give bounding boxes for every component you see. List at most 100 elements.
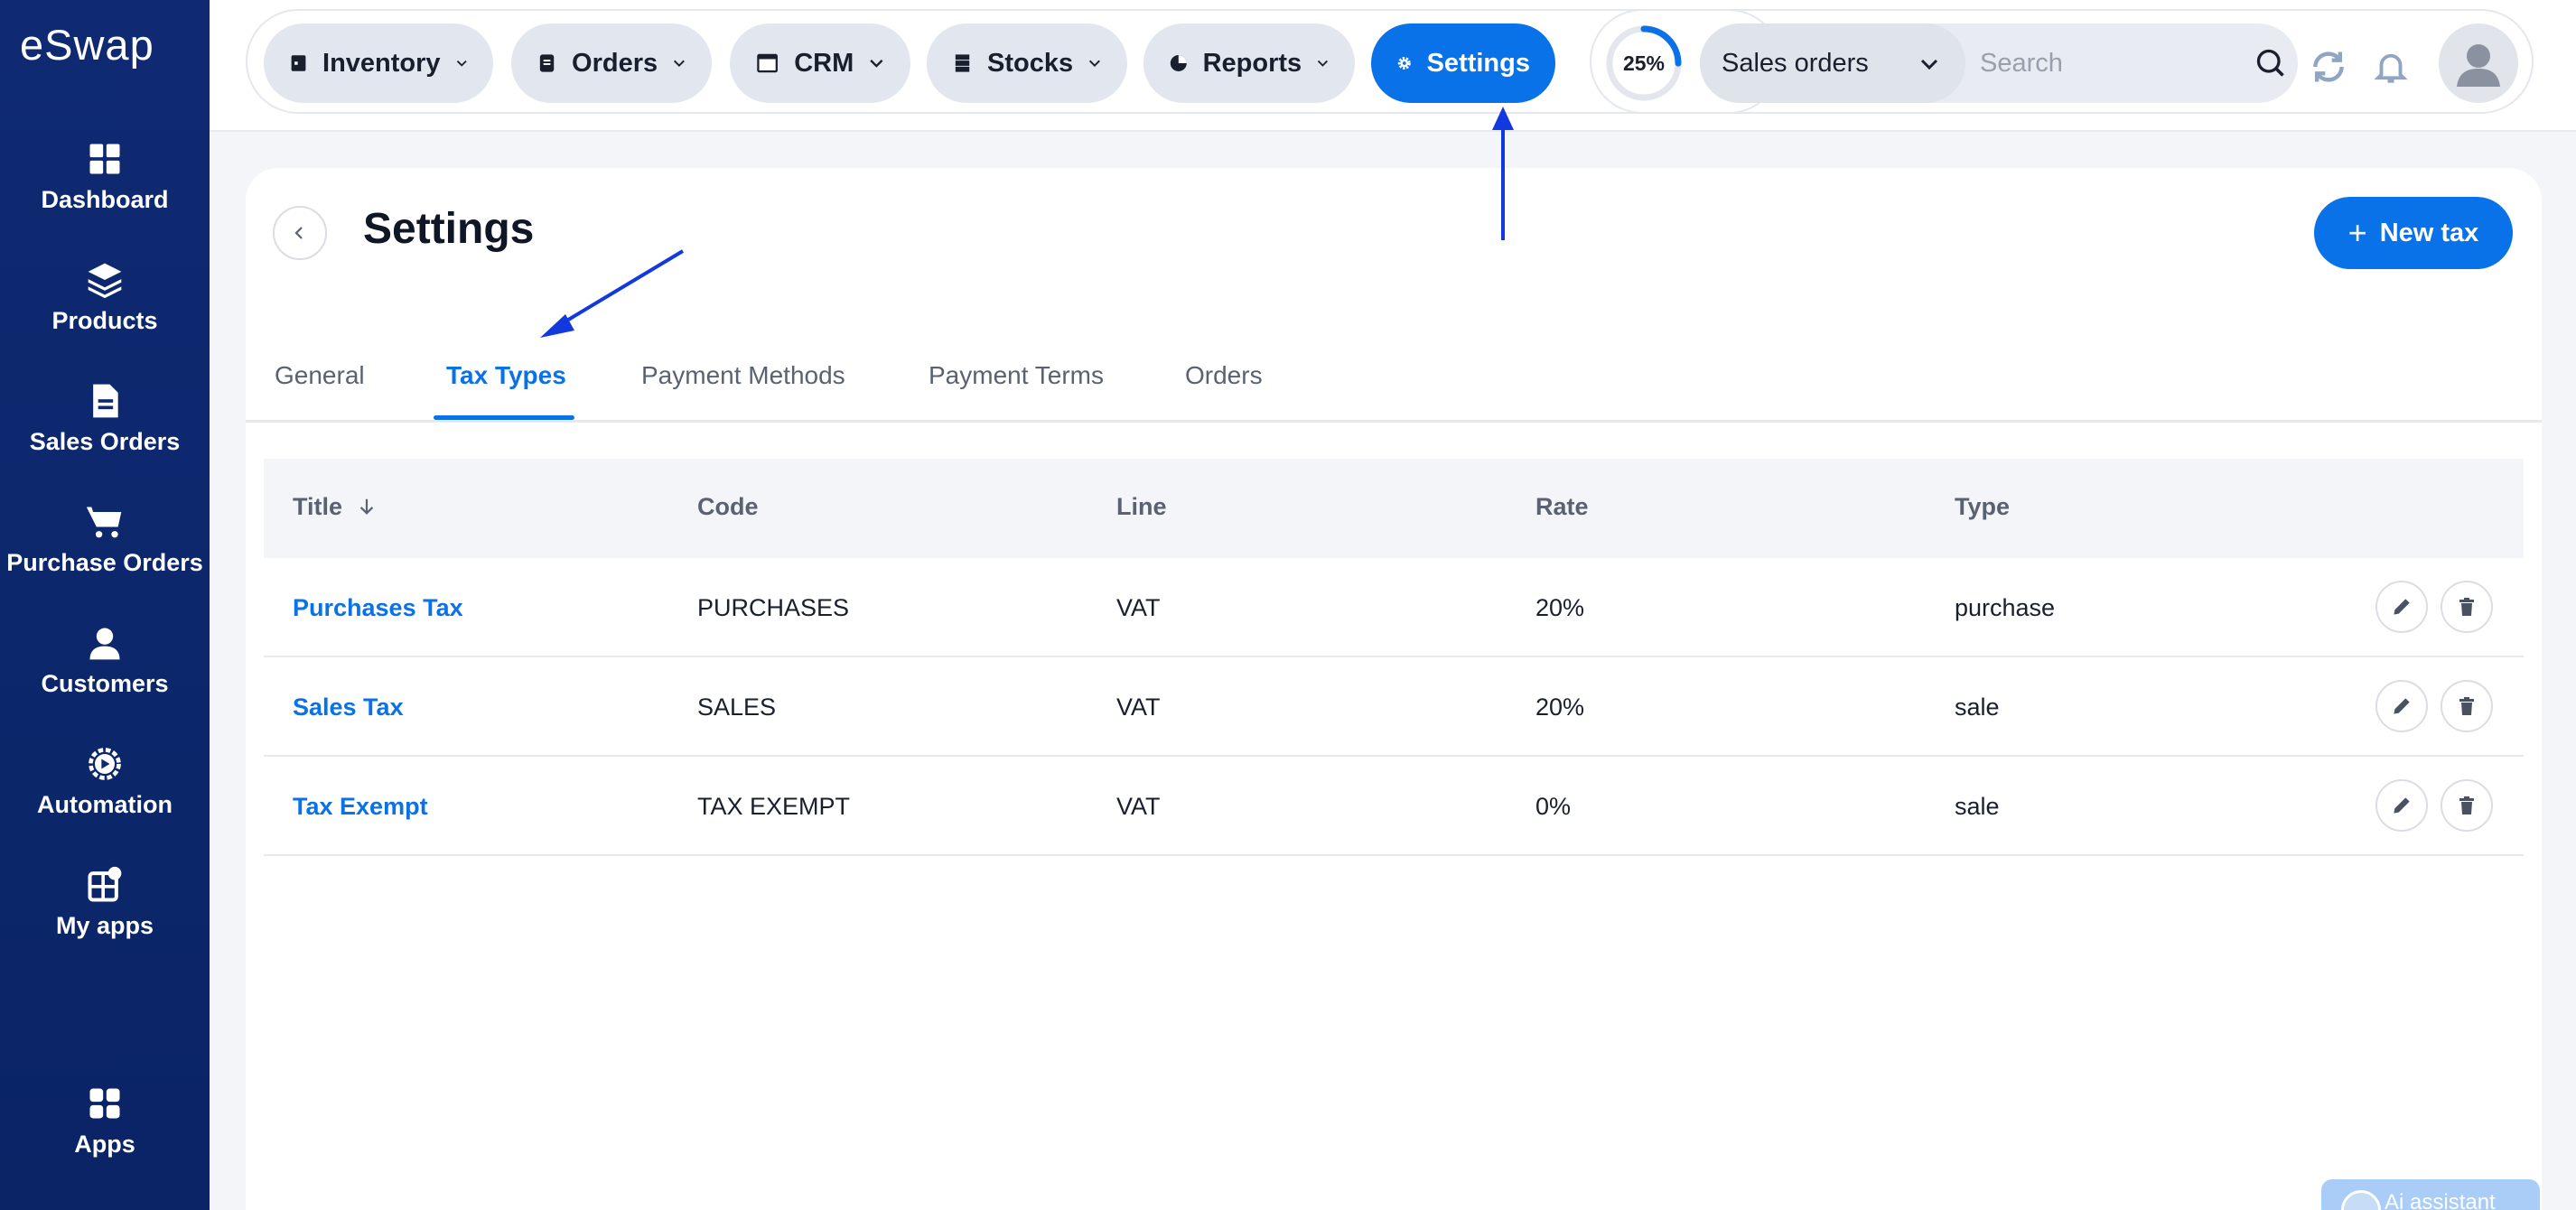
- pencil-icon: [2394, 698, 2410, 714]
- table-row: Sales Tax SALES VAT 20% sale: [264, 657, 2524, 757]
- sidebar: eSwap Dashboard Products Sales Orders Pu…: [0, 0, 210, 1210]
- edit-button[interactable]: [2375, 779, 2428, 832]
- nav-label: Orders: [572, 48, 658, 78]
- stocks-icon: [955, 54, 970, 72]
- tab-tax-types[interactable]: Tax Types: [446, 361, 566, 389]
- nav-label: Stocks: [987, 48, 1074, 78]
- top-nav: Inventory Orders CRM Stocks Reports Sett…: [246, 9, 1781, 114]
- sidebar-item-label: Customers: [41, 670, 169, 697]
- column-header-title[interactable]: Title: [293, 493, 377, 521]
- user-icon: [89, 628, 120, 660]
- tax-type: purchase: [1955, 594, 2056, 621]
- column-header-type[interactable]: Type: [1955, 493, 2011, 520]
- active-tab-indicator: [434, 415, 574, 420]
- nav-label: CRM: [794, 48, 854, 78]
- sidebar-item-customers[interactable]: Customers: [0, 623, 210, 698]
- sidebar-item-label: Purchase Orders: [6, 549, 203, 576]
- pencil-icon: [2394, 797, 2410, 814]
- search-scope-select[interactable]: Sales orders: [1700, 23, 1965, 103]
- tax-title-link[interactable]: Purchases Tax: [293, 594, 463, 621]
- search-input[interactable]: [1980, 23, 2242, 103]
- sidebar-item-apps[interactable]: Apps: [0, 1084, 210, 1159]
- sidebar-item-label: Dashboard: [41, 186, 169, 213]
- tax-line: VAT: [1116, 793, 1161, 820]
- nav-stocks[interactable]: Stocks: [927, 23, 1127, 103]
- page-title: Settings: [363, 205, 535, 253]
- chevron-down-icon: [1317, 60, 1329, 67]
- back-button[interactable]: [273, 206, 327, 260]
- nav-inventory[interactable]: Inventory: [264, 23, 493, 103]
- sort-arrow-down-icon: [359, 498, 373, 515]
- pie-chart-icon: [1170, 55, 1187, 71]
- cart-icon: [86, 507, 122, 538]
- trash-icon: [2459, 697, 2474, 715]
- sync-icon[interactable]: [2309, 47, 2348, 87]
- ai-assistant-label: Ai assistant: [2385, 1190, 2496, 1210]
- bell-icon[interactable]: [2372, 47, 2410, 87]
- sidebar-item-label: Automation: [37, 791, 173, 818]
- tax-line: VAT: [1116, 594, 1161, 621]
- chevron-down-icon: [674, 60, 686, 68]
- tax-rate: 0%: [1535, 793, 1572, 820]
- column-header-code[interactable]: Code: [697, 493, 759, 520]
- tax-code: TAX EXEMPT: [697, 793, 851, 820]
- new-tax-button[interactable]: + New tax: [2314, 197, 2513, 269]
- tab-payment-methods[interactable]: Payment Methods: [641, 361, 845, 389]
- sidebar-item-automation[interactable]: Automation: [0, 744, 210, 819]
- sidebar-item-label: Apps: [74, 1131, 135, 1158]
- ai-assistant-button[interactable]: Ai assistant: [2321, 1179, 2540, 1210]
- sidebar-item-products[interactable]: Products: [0, 260, 210, 335]
- plus-icon: +: [2347, 214, 2367, 251]
- top-bar: Inventory Orders CRM Stocks Reports Sett…: [210, 0, 2576, 132]
- table-row: Tax Exempt TAX EXEMPT VAT 0% sale: [264, 757, 2524, 856]
- sidebar-item-sales-orders[interactable]: Sales Orders: [0, 381, 210, 456]
- edit-button[interactable]: [2375, 581, 2428, 633]
- trash-icon: [2459, 796, 2474, 814]
- trash-icon: [2459, 598, 2474, 616]
- sidebar-item-purchase-orders[interactable]: Purchase Orders: [0, 502, 210, 577]
- search-icon[interactable]: [2254, 47, 2287, 79]
- tab-general[interactable]: General: [275, 361, 365, 389]
- nav-reports[interactable]: Reports: [1143, 23, 1355, 103]
- ai-assistant-icon: [2341, 1190, 2381, 1210]
- nav-orders[interactable]: Orders: [511, 23, 712, 103]
- gear-play-icon: [89, 748, 121, 780]
- column-header-rate[interactable]: Rate: [1535, 493, 1589, 520]
- tab-payment-terms[interactable]: Payment Terms: [929, 361, 1104, 389]
- avatar[interactable]: [2439, 23, 2518, 103]
- table-header: Title Code Line Rate Type: [264, 459, 2524, 558]
- tax-types-table: Title Code Line Rate Type Purchases Tax …: [264, 459, 2524, 856]
- nav-crm[interactable]: CRM: [730, 23, 910, 103]
- search-scope-label: Sales orders: [1722, 48, 1869, 78]
- progress-ring-icon: [1606, 25, 1682, 101]
- delete-button[interactable]: [2441, 680, 2493, 732]
- settings-card: Settings + New tax General Tax Types Pay…: [246, 168, 2542, 1210]
- sidebar-item-my-apps[interactable]: My apps: [0, 865, 210, 940]
- delete-button[interactable]: [2441, 779, 2493, 832]
- edit-button[interactable]: [2375, 680, 2428, 732]
- gear-icon: [1397, 57, 1411, 70]
- new-tax-label: New tax: [2379, 218, 2479, 247]
- nav-settings[interactable]: Settings: [1371, 23, 1555, 103]
- sidebar-item-label: Products: [51, 307, 158, 334]
- column-header-line[interactable]: Line: [1116, 493, 1167, 520]
- sidebar-item-dashboard[interactable]: Dashboard: [0, 139, 210, 214]
- user-avatar-icon: [2457, 44, 2500, 87]
- chevron-down-icon: [1920, 59, 1938, 70]
- tab-orders[interactable]: Orders: [1185, 361, 1263, 389]
- tax-code: PURCHASES: [697, 594, 850, 621]
- delete-button[interactable]: [2441, 581, 2493, 633]
- tax-code: SALES: [697, 693, 777, 721]
- orders-icon: [539, 54, 555, 72]
- header-tools: 25% Sales orders: [1590, 9, 2534, 114]
- tax-rate: 20%: [1535, 693, 1585, 721]
- progress-value: 25%: [1622, 51, 1666, 75]
- tax-title-link[interactable]: Tax Exempt: [293, 793, 428, 820]
- tax-type: sale: [1955, 693, 2000, 721]
- app-logo[interactable]: eSwap: [20, 21, 154, 69]
- chevron-down-icon: [1089, 60, 1101, 68]
- settings-tabs: General Tax Types Payment Methods Paymen…: [246, 349, 2542, 423]
- progress-indicator[interactable]: 25%: [1604, 23, 1684, 103]
- tax-title-link[interactable]: Sales Tax: [293, 693, 404, 721]
- table-row: Purchases Tax PURCHASES VAT 20% purchase: [264, 558, 2524, 657]
